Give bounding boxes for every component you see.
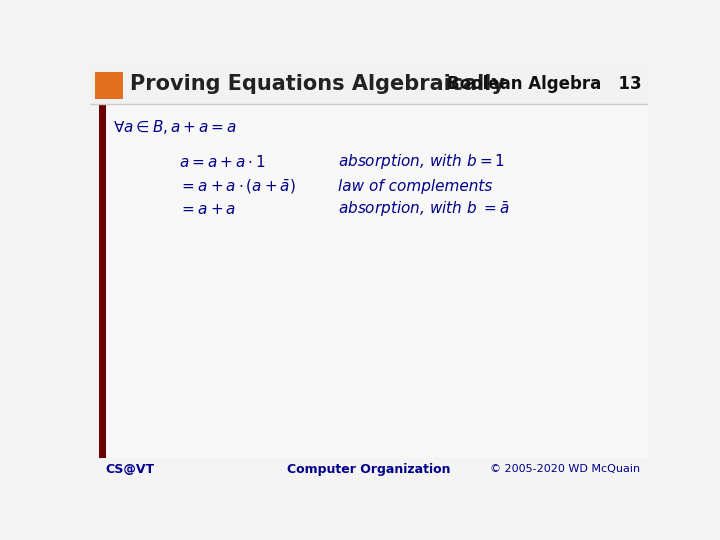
Text: © 2005-2020 WD McQuain: © 2005-2020 WD McQuain	[490, 464, 640, 474]
Text: absorption, with $b = 1$: absorption, with $b = 1$	[338, 152, 505, 171]
Text: $a = a + a \cdot 1$: $a = a + a \cdot 1$	[179, 154, 266, 170]
Text: Boolean Algebra   13: Boolean Algebra 13	[447, 76, 642, 93]
FancyBboxPatch shape	[106, 104, 648, 457]
Text: $= a + a$: $= a + a$	[179, 202, 236, 217]
FancyBboxPatch shape	[90, 65, 648, 104]
FancyBboxPatch shape	[96, 72, 123, 99]
FancyBboxPatch shape	[99, 104, 106, 457]
Text: $= a + a \cdot (a + \bar{a})$: $= a + a \cdot (a + \bar{a})$	[179, 178, 296, 195]
Text: CS@VT: CS@VT	[106, 463, 155, 476]
Text: Proving Equations Algebraically: Proving Equations Algebraically	[130, 75, 505, 94]
Text: absorption, with b $= \bar{a}$: absorption, with b $= \bar{a}$	[338, 200, 510, 219]
Text: $\forall a \in B, a + a = a$: $\forall a \in B, a + a = a$	[113, 118, 237, 136]
Text: Computer Organization: Computer Organization	[287, 463, 451, 476]
Text: law of complements: law of complements	[338, 179, 492, 194]
